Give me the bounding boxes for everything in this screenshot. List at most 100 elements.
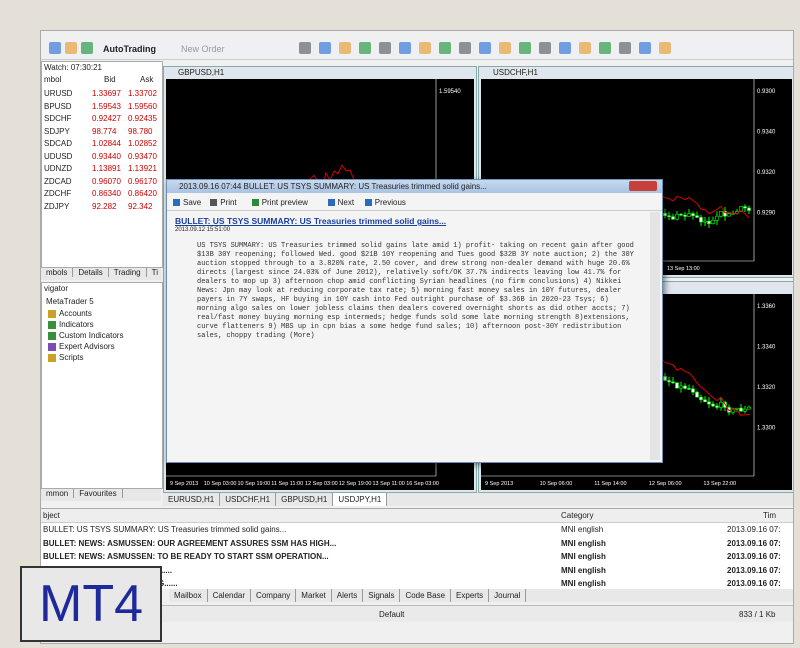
tab[interactable]: USDCHF,H1 (220, 493, 277, 506)
button[interactable]: AutoTrading (103, 44, 156, 54)
button[interactable]: Save (183, 198, 202, 207)
candle-body (671, 216, 675, 220)
button-icon[interactable] (364, 199, 372, 206)
headline[interactable]: BULLET: US TSYS SUMMARY: US Treasuries t… (175, 216, 447, 226)
news-time[interactable]: 2013.09.16 07: (727, 552, 781, 561)
toolbar-icon[interactable] (519, 42, 531, 54)
tab[interactable]: Calendar (208, 589, 252, 602)
tab[interactable]: Code Base (400, 589, 452, 602)
column-header: mbol (44, 75, 62, 84)
tree-item[interactable]: Indicators (59, 320, 94, 329)
symbol[interactable]: UDUSD (44, 151, 73, 161)
toolbar-icon[interactable] (339, 42, 351, 54)
toolbar-icon[interactable] (439, 42, 451, 54)
tab[interactable]: Experts (451, 589, 490, 602)
panel-title: Watch: 07:30:21 (44, 63, 102, 72)
toolbar-icon[interactable] (379, 42, 391, 54)
symbol[interactable]: SDJPY (44, 126, 70, 136)
button[interactable]: Print preview (261, 198, 308, 207)
tab[interactable]: Trading (109, 268, 147, 277)
toolbar-icon[interactable] (319, 42, 331, 54)
candle-body (695, 215, 699, 218)
tab[interactable]: Market (296, 589, 332, 602)
tab[interactable]: Details (73, 268, 109, 277)
ask: 1.13921 (128, 164, 157, 173)
tree-item[interactable]: Expert Advisors (59, 342, 115, 351)
tab[interactable]: Ti (147, 268, 164, 277)
symbol[interactable]: ZDCHF (44, 189, 72, 198)
button-icon[interactable] (251, 199, 259, 206)
toolbar-icon[interactable] (639, 42, 651, 54)
tab[interactable]: Journal (489, 589, 527, 602)
symbol[interactable]: ZDCAD (44, 176, 72, 186)
symbol[interactable]: UDNZD (44, 164, 72, 173)
toolbar-icon[interactable] (479, 42, 491, 54)
toolbar-icon[interactable] (559, 42, 571, 54)
tab[interactable]: EURUSD,H1 (163, 493, 221, 506)
toolbar-icon[interactable] (49, 42, 61, 54)
news-time[interactable]: 2013.09.16 07: (727, 538, 781, 548)
close-button[interactable] (629, 181, 657, 191)
ask: 98.780 (128, 126, 153, 136)
button-icon[interactable] (210, 199, 218, 206)
tab[interactable]: Signals (363, 589, 401, 602)
tree-item[interactable]: Scripts (59, 353, 84, 362)
toolbar-icon[interactable] (419, 42, 431, 54)
time-label: 10 Sep 19:00 (238, 481, 271, 487)
toolbar-icon[interactable] (579, 42, 591, 54)
tab[interactable]: mbols (41, 268, 74, 277)
symbol[interactable]: BPUSD (44, 101, 72, 111)
tree-icon (48, 343, 56, 351)
news-category[interactable]: MNI english (561, 579, 606, 588)
symbol[interactable]: ZDJPY (44, 201, 70, 211)
toolbar-icon[interactable] (299, 42, 311, 54)
toolbar-icon[interactable] (81, 42, 93, 54)
toolbar-icon[interactable] (539, 42, 551, 54)
news-category[interactable]: MNI english (561, 565, 606, 575)
ask: 92.342 (128, 201, 153, 211)
button[interactable]: Previous (374, 198, 406, 207)
news-subject[interactable]: BULLET: US TSYS SUMMARY: US Treasuries t… (43, 525, 287, 534)
news-category[interactable]: MNI english (561, 552, 606, 561)
tab[interactable]: Alerts (332, 589, 364, 602)
toolbar-icon[interactable] (619, 42, 631, 54)
button-icon[interactable] (327, 199, 335, 206)
tab[interactable]: Favourites (74, 489, 123, 498)
status-bar: Default 833 / 1 Kb (41, 605, 793, 622)
news-time[interactable]: 2013.09.16 07: (727, 565, 781, 575)
button-icon[interactable] (173, 199, 180, 206)
toolbar-icon[interactable] (499, 42, 511, 54)
news-category[interactable]: MNI english (561, 538, 606, 548)
toolbar-icon[interactable] (359, 42, 371, 54)
tree-item[interactable]: Accounts (59, 309, 92, 318)
tab[interactable]: mmon (41, 489, 75, 498)
toolbar-icon[interactable] (599, 42, 611, 54)
tab[interactable]: USDJPY,H1 (333, 493, 388, 506)
toolbar-icon[interactable] (399, 42, 411, 54)
tab[interactable]: Mailbox (169, 589, 208, 602)
symbol[interactable]: SDCAD (44, 139, 73, 148)
tab[interactable]: GBPUSD,H1 (276, 493, 334, 506)
time-label: 11 Sep 14:00 (594, 481, 626, 487)
ask: 1.33702 (128, 89, 157, 98)
button[interactable]: Next (337, 198, 355, 207)
tree-root[interactable]: MetaTrader 5 (46, 297, 94, 306)
toolbar-icon[interactable] (65, 42, 77, 54)
candle-body (683, 214, 687, 217)
news-time[interactable]: 2013.09.16 07: (727, 579, 781, 588)
symbol[interactable]: SDCHF (44, 114, 72, 123)
news-time[interactable]: 2013.09.16 07: (727, 525, 781, 534)
candle-body (711, 403, 715, 407)
button[interactable]: New Order (181, 44, 225, 54)
tab[interactable]: Company (251, 589, 297, 602)
news-subject[interactable]: BULLET: NEWS: ASMUSSEN: OUR AGREEMENT AS… (43, 538, 337, 548)
bid: 1.02844 (92, 139, 121, 148)
toolbar-icon[interactable] (459, 42, 471, 54)
symbol[interactable]: URUSD (44, 89, 73, 98)
news-category[interactable]: MNI english (561, 525, 604, 534)
tree-item[interactable]: Custom Indicators (59, 331, 124, 340)
toolbar-icon[interactable] (659, 42, 671, 54)
time-label: 12 Sep 19:00 (339, 481, 372, 487)
button[interactable]: Print (220, 198, 237, 207)
news-subject[interactable]: BULLET: NEWS: ASMUSSEN: TO BE READY TO S… (43, 552, 329, 561)
